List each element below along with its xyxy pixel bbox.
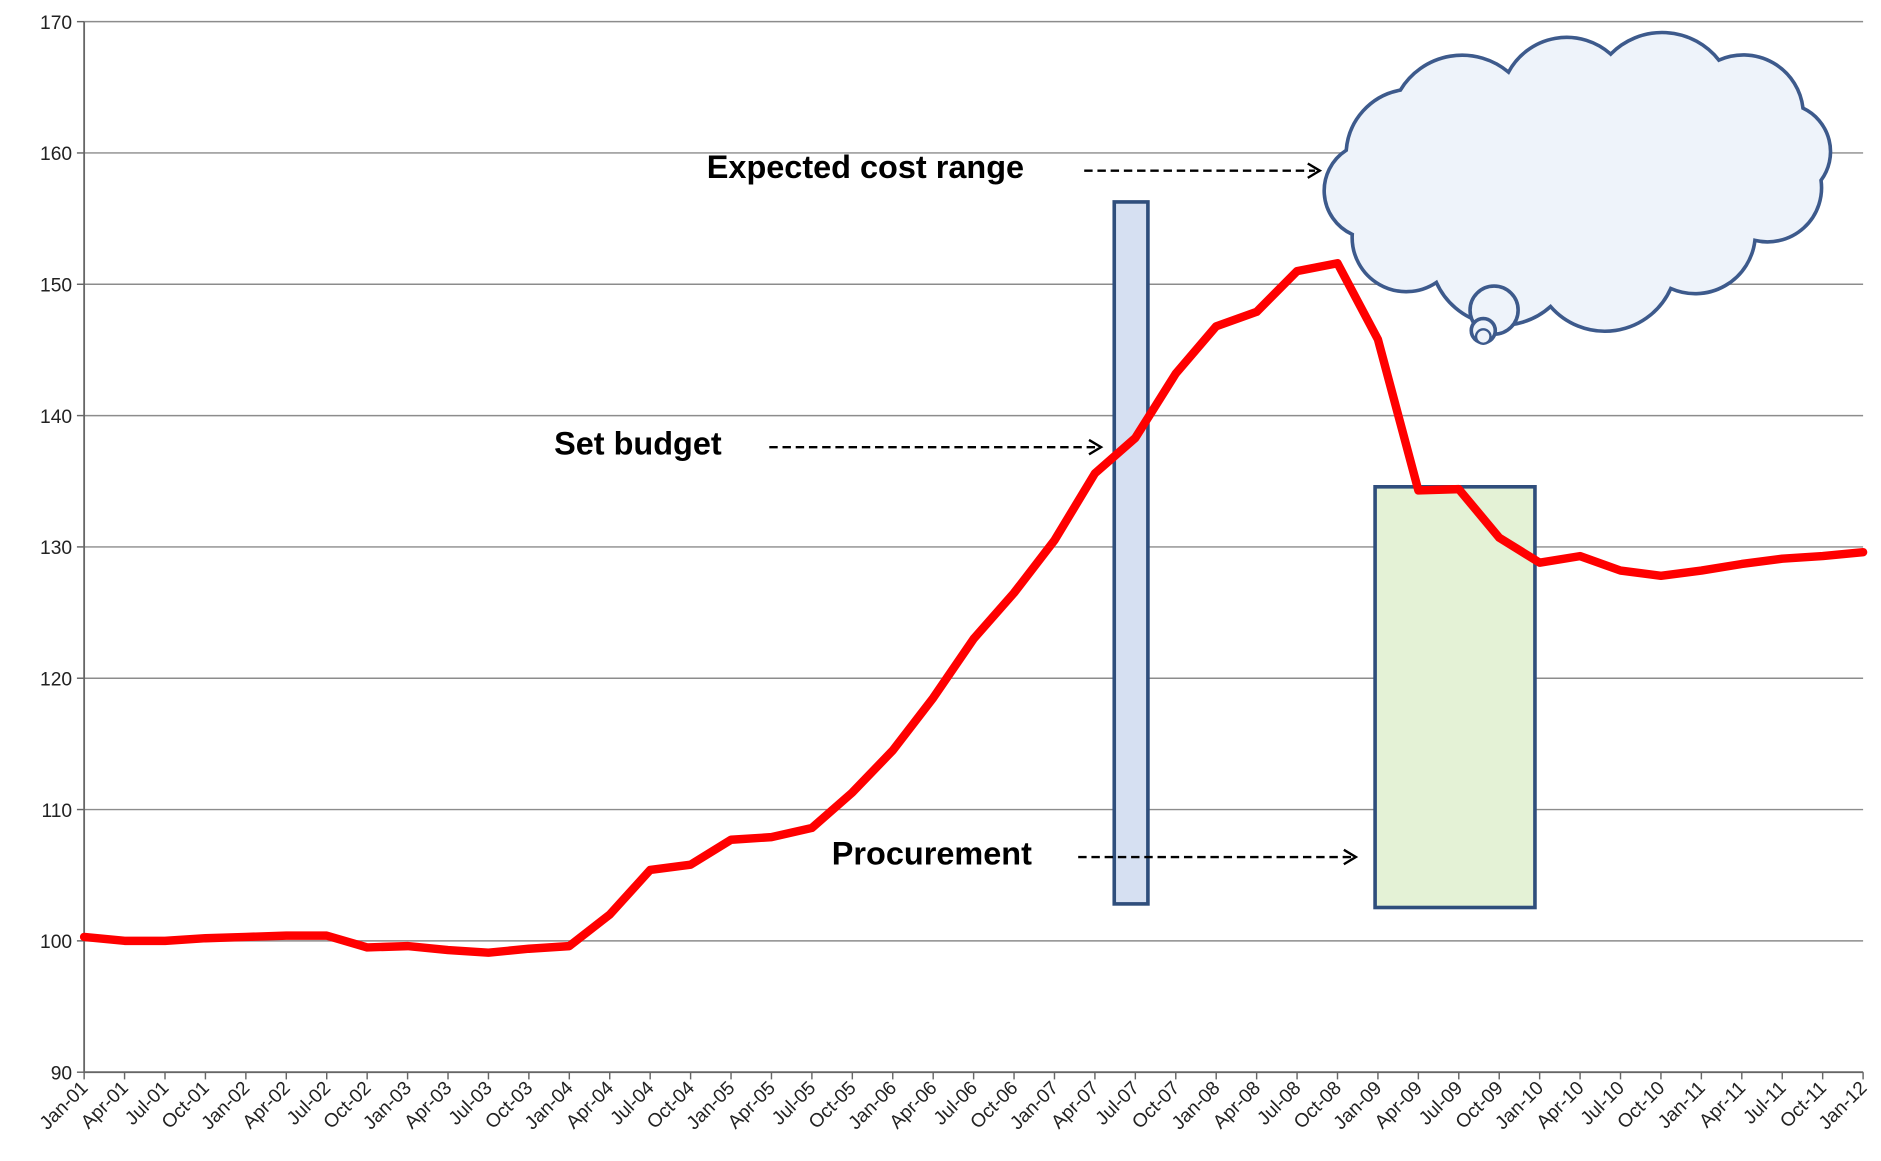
procurement-box [1373,485,1537,910]
y-tick-label: 130 [40,538,72,559]
y-tick-label: 160 [40,144,72,165]
arrowhead [1343,848,1359,866]
y-tick-label: 100 [40,932,72,953]
arrowhead [1307,162,1323,179]
cloud-bubble [1474,328,1492,345]
y-tick-label: 120 [40,669,72,690]
arrowhead [1088,438,1104,456]
series-line [79,259,1868,957]
y-tick-label: 90 [51,1063,72,1084]
annotation: Expected cost range [707,149,1024,185]
cloud [1322,30,1833,334]
y-tick-label: 170 [40,13,72,34]
y-tick-label: 150 [40,275,72,296]
lines [79,259,1868,957]
y-tick-label: 110 [41,801,72,822]
y-tick-label: 140 [40,407,72,428]
chart-area: 90100110120130140150160170Jan-01Apr-01Ju… [36,13,1871,1134]
x-tick-label: Apr-11 [1696,1078,1751,1133]
budget-bar [1112,200,1150,906]
annotation: Procurement [832,835,1032,871]
annotation: Set budget [554,426,722,462]
